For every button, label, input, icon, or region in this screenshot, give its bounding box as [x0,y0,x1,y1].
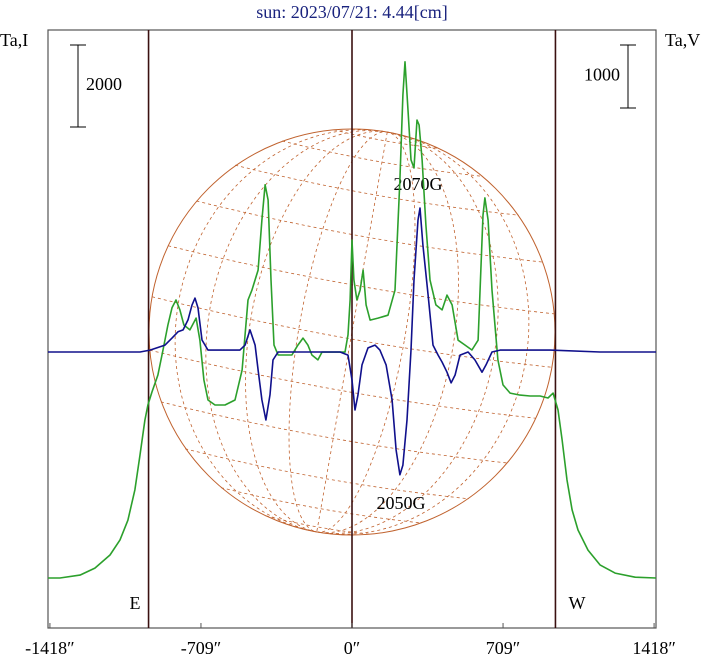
x-tick-label: -709″ [181,638,222,658]
scale-bar-label: 2000 [86,74,122,94]
chart-title: sun: 2023/07/21: 4.44[cm] [256,2,448,22]
x-tick-label: 709″ [486,638,521,658]
annotation: 2070G [394,174,443,194]
annotation: W [569,593,586,613]
series-line [48,61,657,579]
annotation: 2050G [377,493,426,513]
annotation: E [130,593,141,613]
x-tick-label: 0″ [344,638,361,658]
scale-bar-label: 1000 [584,65,620,85]
y2-axis-label: Ta,V [665,30,700,50]
series-line [48,207,656,476]
y-axis-label: Ta,I [0,30,28,50]
x-tick-label: -1418″ [25,638,75,658]
x-tick-label: 1418″ [632,638,676,658]
